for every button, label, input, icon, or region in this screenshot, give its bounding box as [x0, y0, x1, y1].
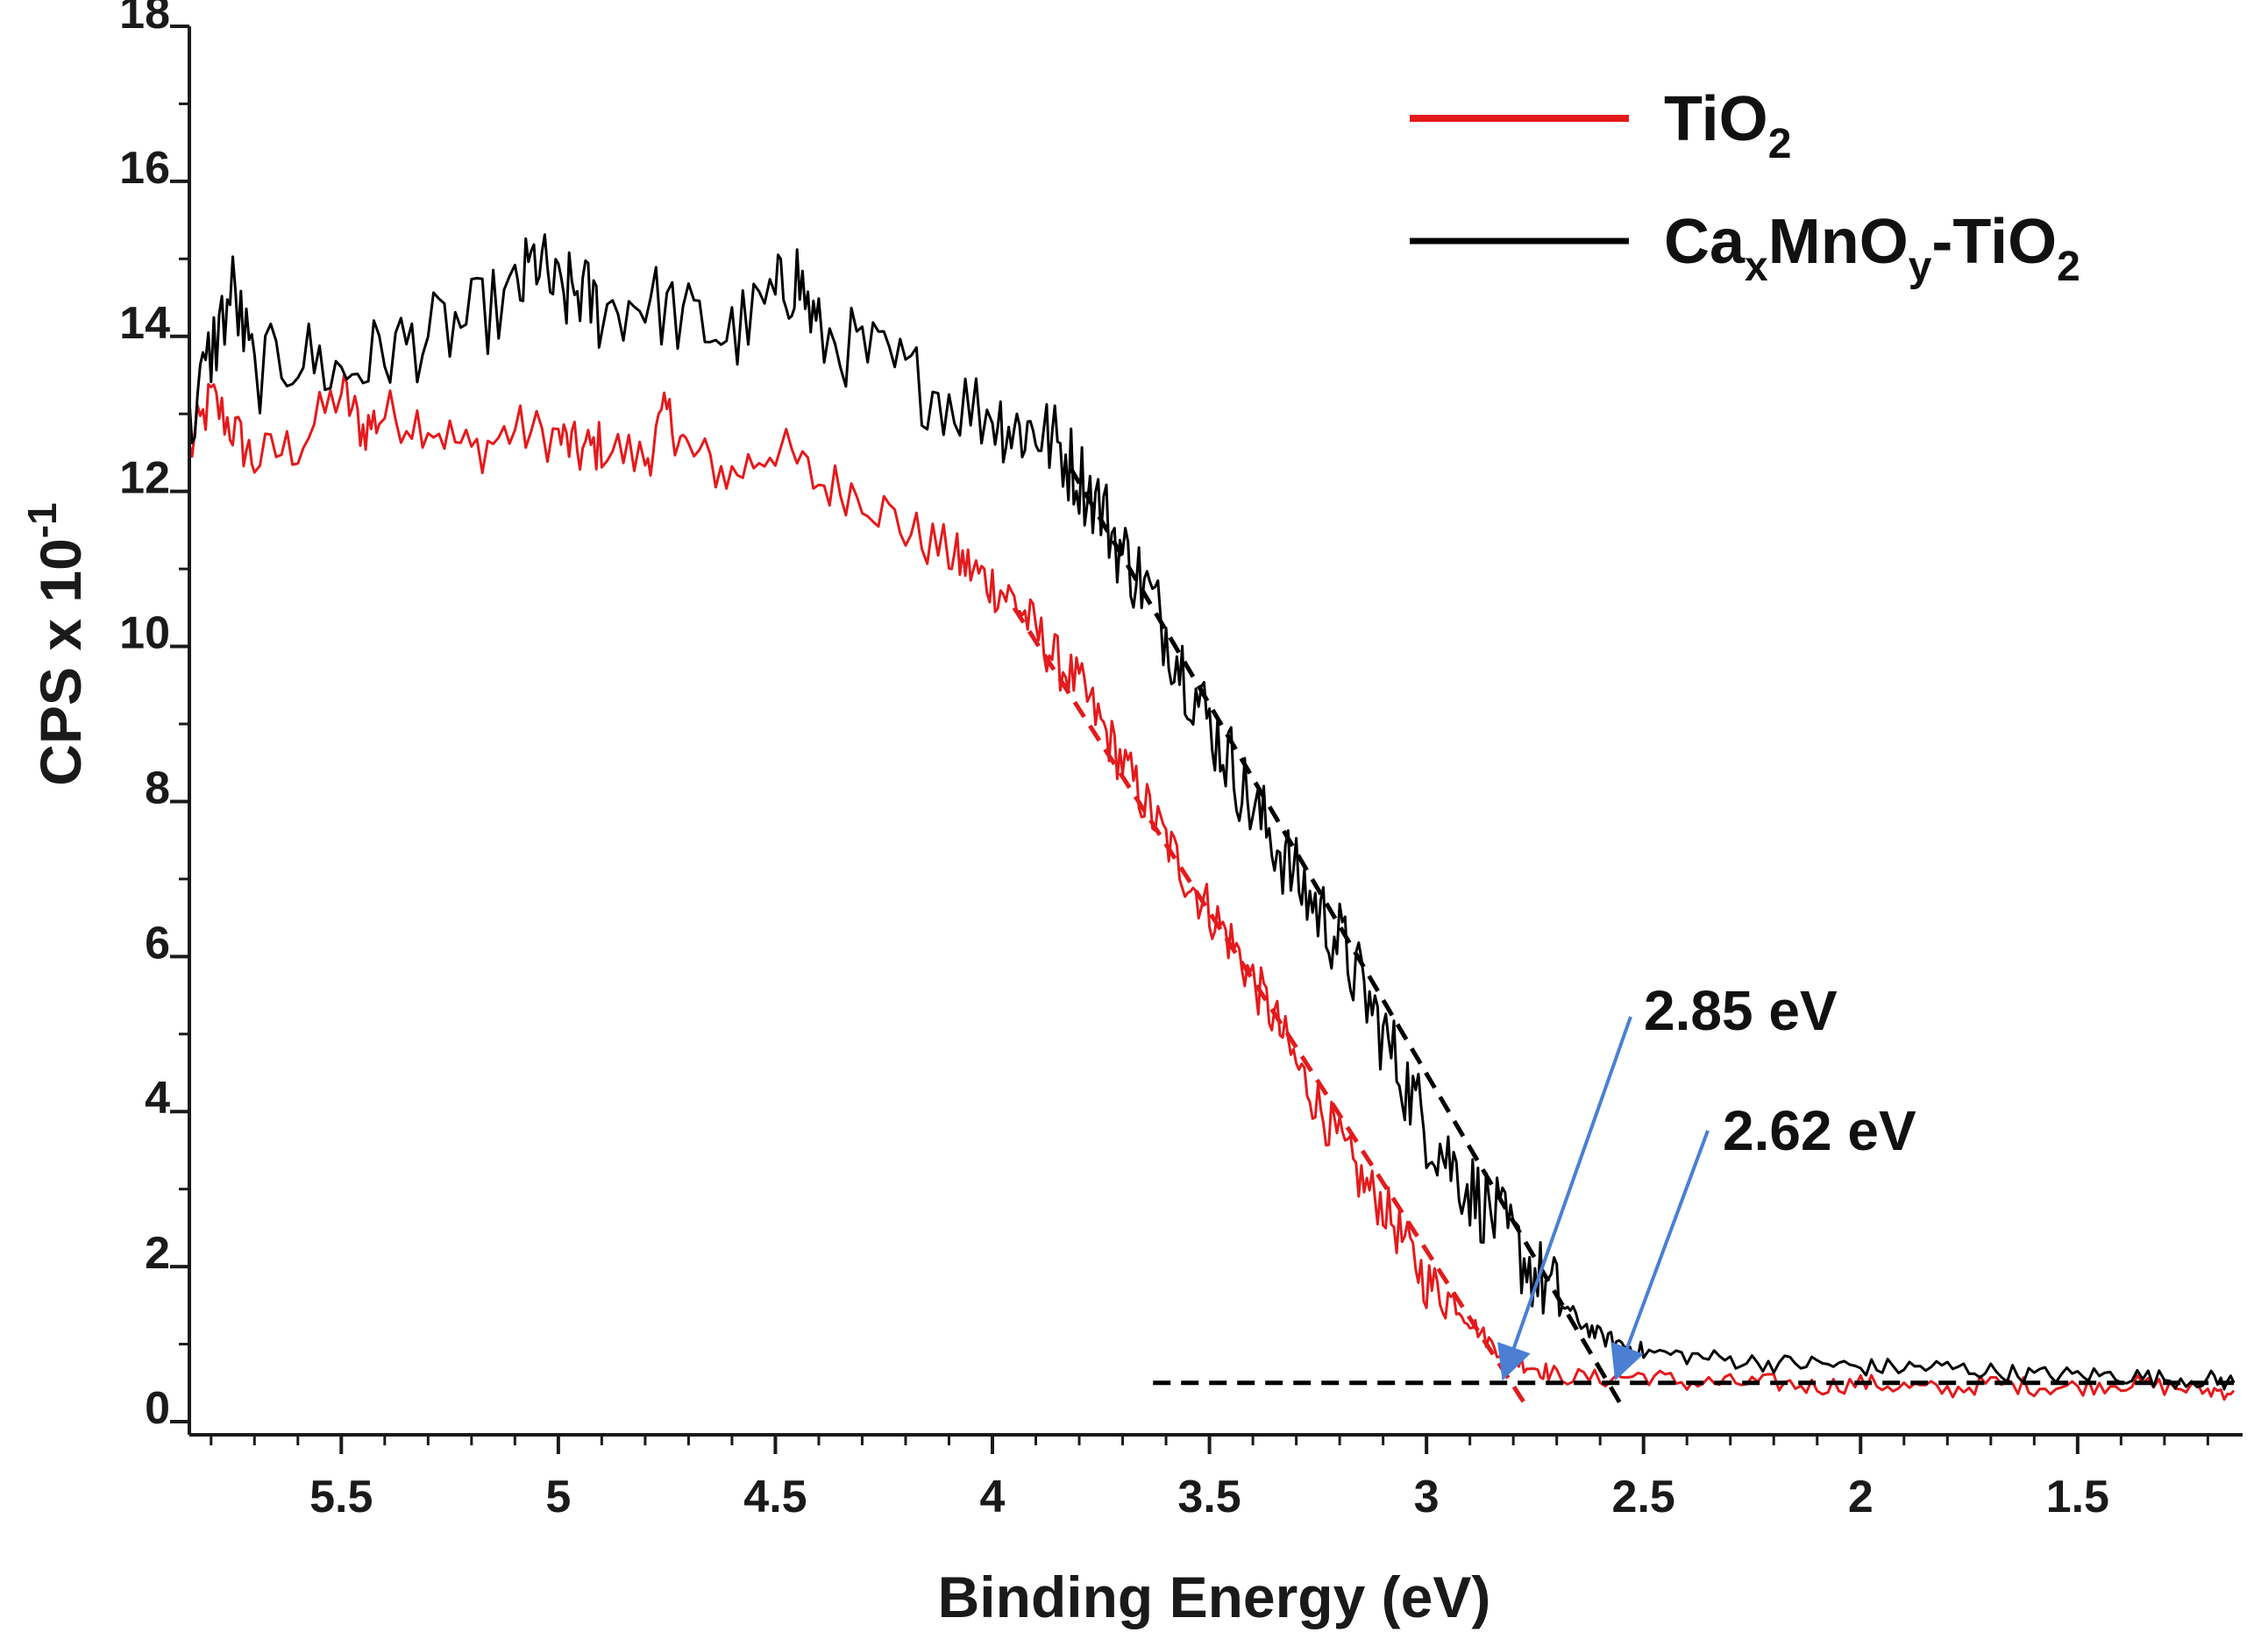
legend: TiO2 CaxMnOy-TiO2: [1410, 84, 2080, 290]
x-tick-label: 5: [545, 1472, 571, 1522]
annotation-arrows: [1497, 1016, 1710, 1381]
y-tick-label: 10: [119, 608, 170, 659]
annotations: 2.85 eV 2.62 eV: [1497, 979, 1916, 1381]
legend-label-tio2: TiO2: [1664, 84, 1791, 167]
y-tick-label: 6: [145, 918, 170, 969]
y-tick-label: 16: [119, 143, 170, 194]
y-tick-label: 4: [145, 1073, 170, 1124]
y-tick-label: 8: [145, 763, 170, 813]
series-line-tio2: [188, 373, 2236, 1401]
x-axis-ticks: 5.5 5 4.5 4 3.5 3 2.5 2 1.5: [210, 1435, 2209, 1522]
y-axis-title: CPS x 10-1: [19, 502, 93, 785]
y-axis-title-base: CPS x 10: [28, 538, 93, 786]
y-tick-label: 2: [145, 1228, 170, 1279]
series-layer: [188, 233, 2236, 1401]
legend-label-caxmnoy-tio2: CaxMnOy-TiO2: [1664, 207, 2080, 290]
fit-line-tio2: [1012, 606, 1529, 1408]
x-tick-label: 3.5: [1177, 1472, 1241, 1522]
y-axis-ticks: 0 2 4 6 8 10 12 14 16 18: [119, 0, 189, 1434]
series-line-caxmnoy-tio2: [188, 233, 2236, 1391]
annotation-2-62-ev: 2.62 eV: [1723, 1099, 1916, 1162]
y-tick-label: 0: [145, 1383, 170, 1434]
fit-line-caxmnoy-tio2: [1068, 466, 1625, 1408]
y-axis-title-exponent: -1: [19, 502, 65, 538]
annotation-2-85-ev: 2.85 eV: [1644, 979, 1838, 1042]
x-tick-label: 2: [1848, 1472, 1873, 1522]
x-tick-label: 4: [980, 1472, 1006, 1522]
arrow-2-62-ev: [1610, 1130, 1710, 1381]
legend-item-tio2: TiO2: [1410, 84, 1791, 167]
fit-lines-layer: [1012, 466, 2235, 1408]
x-tick-label: 3: [1414, 1472, 1440, 1522]
x-tick-label: 4.5: [743, 1472, 807, 1522]
legend-item-caxmnoy-tio2: CaxMnOy-TiO2: [1410, 207, 2080, 290]
x-tick-label: 2.5: [1612, 1472, 1675, 1522]
x-tick-label: 5.5: [309, 1472, 373, 1522]
y-tick-label: 12: [119, 453, 170, 504]
y-tick-label: 14: [119, 298, 170, 349]
x-axis-title: Binding Energy (eV): [938, 1565, 1491, 1629]
arrow-2-85-ev: [1497, 1016, 1632, 1381]
x-tick-label: 1.5: [2046, 1472, 2109, 1522]
y-tick-label: 18: [119, 0, 170, 39]
plot-area: [188, 233, 2236, 1408]
